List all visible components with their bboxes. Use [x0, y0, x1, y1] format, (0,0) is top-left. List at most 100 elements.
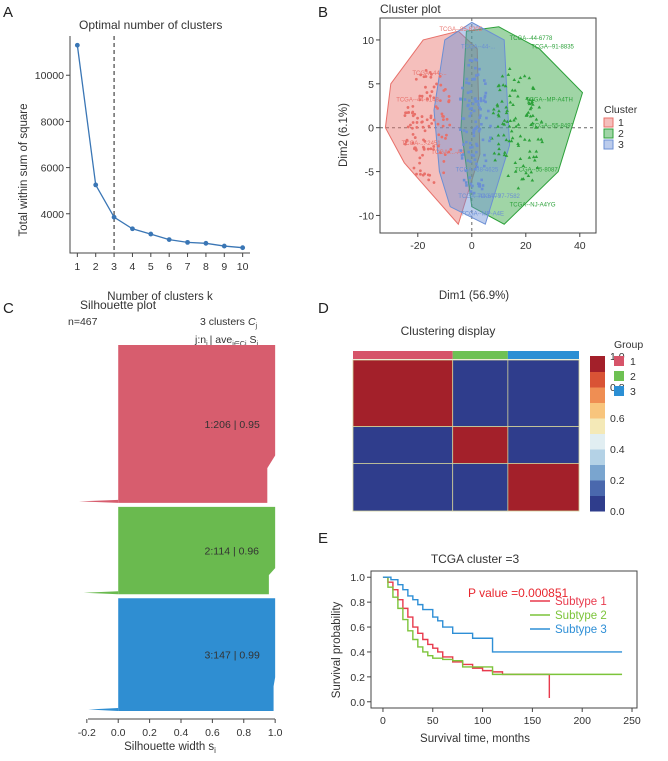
pca-point-cluster-2 — [503, 150, 507, 154]
pca-sample-label: TCGA--MP-A4E — [461, 211, 504, 217]
pca-point-cluster-2 — [511, 102, 515, 106]
pca-point-cluster-1 — [418, 169, 422, 173]
silhouette-bar-cluster-1 — [118, 345, 276, 503]
pca-point-cluster-3 — [479, 114, 482, 117]
pca-sample-label: TCGA--44-6148 — [396, 97, 439, 103]
pca-point-cluster-3 — [474, 100, 478, 103]
pca-point-cluster-2 — [522, 137, 527, 141]
pca-point-cluster-2 — [540, 140, 544, 144]
survival-xtick-label: 150 — [524, 715, 542, 727]
pca-point-cluster-2 — [521, 164, 526, 168]
pca-point-cluster-2 — [527, 138, 532, 142]
pca-point-cluster-2 — [498, 88, 502, 92]
pca-point-cluster-1 — [423, 172, 426, 176]
elbow-ytick-label: 10000 — [35, 70, 64, 82]
pca-point-cluster-2 — [539, 137, 544, 141]
pca-point-cluster-2 — [508, 94, 512, 98]
pca-point-cluster-1 — [418, 156, 422, 160]
pca-point-cluster-3 — [473, 158, 477, 162]
pca-point-cluster-1 — [432, 181, 436, 184]
pca-point-cluster-2 — [513, 169, 518, 173]
pca-point-cluster-3 — [470, 153, 474, 157]
pca-point-cluster-3 — [475, 162, 478, 166]
pca-point-cluster-3 — [461, 117, 465, 120]
pca-point-cluster-3 — [475, 125, 479, 129]
pca-point-cluster-2 — [497, 147, 501, 151]
pca-point-cluster-2 — [530, 97, 535, 101]
silhouette-cluster-label: 2:114 | 0.96 — [205, 546, 260, 558]
survival-curve-subtype-3 — [382, 576, 623, 653]
elbow-ytick-label: 6000 — [41, 163, 65, 175]
pca-point-cluster-3 — [466, 104, 470, 108]
elbow-ytick-label: 8000 — [41, 116, 65, 128]
pca-point-cluster-3 — [488, 139, 491, 143]
pca-point-cluster-2 — [529, 105, 534, 109]
pca-point-cluster-3 — [469, 111, 473, 115]
pca-point-cluster-2 — [531, 102, 535, 106]
pca-point-cluster-2 — [497, 152, 501, 156]
pca-point-cluster-1 — [406, 106, 410, 109]
pca-point-cluster-2 — [496, 133, 501, 137]
pca-point-cluster-1 — [423, 129, 427, 133]
pca-point-cluster-1 — [403, 114, 407, 117]
pca-point-cluster-2 — [526, 174, 531, 178]
silhouette-xtick-label: 0.6 — [205, 727, 220, 739]
pca-point-cluster-1 — [427, 124, 431, 128]
pca-point-cluster-1 — [441, 114, 444, 118]
pca-point-cluster-3 — [473, 77, 476, 81]
pca-point-cluster-1 — [447, 150, 451, 154]
pca-point-cluster-2 — [522, 74, 527, 78]
pca-ytick-label: 0 — [368, 123, 374, 135]
pca-point-cluster-3 — [474, 120, 478, 124]
heatmap-scale-swatch — [590, 387, 605, 403]
elbow-point — [185, 239, 190, 245]
pca-point-cluster-2 — [531, 155, 536, 159]
survival-ytick-label: 1.0 — [350, 572, 365, 584]
pca-point-cluster-3 — [467, 63, 470, 67]
pca-ytick-label: 5 — [368, 79, 374, 91]
silhouette-subheader-cj: i∈Cj — [232, 341, 247, 348]
pca-point-cluster-2 — [535, 165, 540, 169]
pca-point-cluster-1 — [413, 112, 417, 116]
survival-ytick-label: 0.4 — [350, 647, 365, 659]
silhouette-xtick-label: 1.0 — [268, 727, 283, 739]
pca-point-cluster-1 — [440, 112, 444, 116]
elbow-ytick-label: 4000 — [41, 209, 65, 221]
pca-point-cluster-1 — [434, 105, 438, 109]
pca-point-cluster-2 — [526, 110, 531, 114]
survival-ytick-label: 0.8 — [350, 597, 365, 609]
silhouette-bar-cluster-2 — [118, 506, 276, 595]
survival-ytick-label: 0.0 — [350, 697, 365, 709]
silhouette-xlabel: Silhouette width si — [124, 741, 216, 755]
pca-ytick-label: 10 — [362, 35, 374, 47]
pca-point-cluster-3 — [465, 81, 468, 84]
pca-point-cluster-2 — [512, 78, 517, 82]
pca-point-cluster-1 — [438, 74, 442, 78]
pca-point-cluster-2 — [505, 119, 510, 123]
pca-point-cluster-2 — [524, 171, 528, 175]
pca-ylabel: Dim2 (6.1%) — [338, 103, 350, 167]
pca-point-cluster-1 — [413, 136, 417, 139]
elbow-point — [166, 237, 172, 243]
pca-sample-label: TCGA--91-8835 — [531, 45, 574, 51]
pca-point-cluster-1 — [425, 118, 429, 122]
pca-ytick-label: -5 — [365, 167, 374, 179]
heatmap-cell — [352, 463, 454, 512]
silhouette-bar-cluster-3 — [118, 598, 276, 711]
survival-legend-label: Subtype 1 — [555, 596, 607, 608]
pca-sample-label: TCGA--55-8087 — [515, 168, 558, 174]
pca-point-cluster-1 — [444, 136, 447, 140]
silhouette-negative-sliver — [78, 499, 119, 503]
pca-point-cluster-3 — [465, 140, 468, 144]
pca-point-cluster-2 — [531, 113, 535, 117]
pca-point-cluster-1 — [432, 145, 436, 148]
silhouette-subheader-ave: | ave — [210, 334, 233, 346]
pca-point-cluster-2 — [497, 83, 501, 87]
survival-chart: TCGA cluster =3 Survival time, months Su… — [331, 552, 641, 745]
pca-point-cluster-1 — [427, 178, 431, 182]
pca-point-cluster-3 — [474, 66, 477, 70]
pca-point-cluster-2 — [513, 88, 517, 92]
heatmap-group-bar-1 — [353, 351, 453, 359]
heatmap-legend-key-1 — [614, 356, 624, 366]
